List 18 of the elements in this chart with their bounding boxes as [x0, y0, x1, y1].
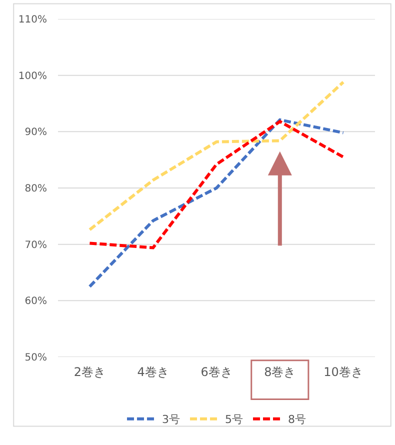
y-tick-label: 60%: [24, 296, 47, 308]
y-tick-label: 80%: [24, 184, 47, 194]
y-tick-label: 50%: [24, 352, 47, 364]
x-tick-label: 6巻き: [200, 365, 232, 379]
x-tick-label: 4巻き: [137, 365, 169, 379]
legend-label: 5号: [225, 413, 243, 426]
legend-label: 8号: [288, 413, 306, 426]
y-tick-label: 100%: [18, 70, 47, 82]
y-tick-label: 90%: [24, 127, 47, 138]
x-tick-label: 2巻き: [74, 365, 106, 379]
line-series: [88, 120, 345, 250]
y-tick-label: 110%: [18, 14, 47, 26]
y-tick-label: 70%: [24, 240, 47, 251]
line-series: [88, 118, 345, 288]
legend-label: 3号: [162, 413, 180, 426]
line-series: [88, 80, 345, 232]
x-tick-label: 10巻き: [324, 365, 363, 379]
x-tick-label: 8巻き: [264, 365, 296, 379]
